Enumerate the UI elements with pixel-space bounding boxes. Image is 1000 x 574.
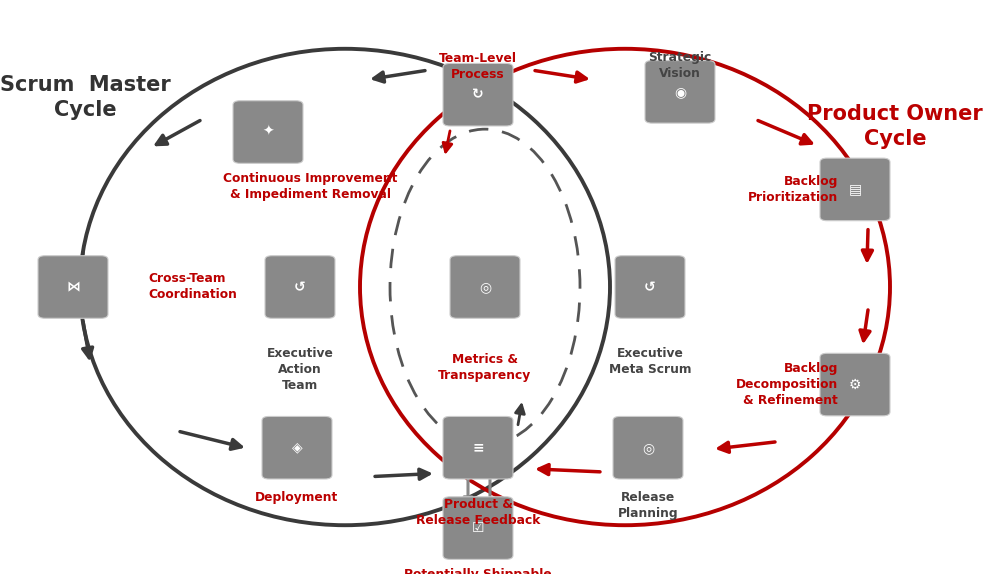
Text: Backlog
Prioritization: Backlog Prioritization (748, 175, 838, 204)
Text: ↺: ↺ (294, 280, 306, 294)
FancyBboxPatch shape (443, 64, 513, 126)
Text: Deployment: Deployment (255, 491, 339, 504)
Text: Product Owner
Cycle: Product Owner Cycle (807, 104, 983, 149)
Text: Continuous Improvement
& Impediment Removal: Continuous Improvement & Impediment Remo… (223, 172, 397, 201)
Text: ≡: ≡ (472, 441, 484, 455)
Text: Team-Level
Process: Team-Level Process (439, 52, 517, 81)
FancyBboxPatch shape (233, 101, 303, 163)
Text: ☑: ☑ (472, 521, 484, 535)
FancyBboxPatch shape (443, 497, 513, 559)
Text: ◎: ◎ (479, 280, 491, 294)
FancyBboxPatch shape (265, 256, 335, 318)
Text: Scrum  Master
Cycle: Scrum Master Cycle (0, 75, 170, 120)
FancyBboxPatch shape (38, 256, 108, 318)
Text: ◉: ◉ (674, 85, 686, 99)
FancyBboxPatch shape (613, 417, 683, 479)
Text: ◎: ◎ (642, 441, 654, 455)
Text: ▤: ▤ (848, 183, 862, 196)
Text: ⚙: ⚙ (849, 378, 861, 391)
FancyBboxPatch shape (820, 158, 890, 220)
Text: Backlog
Decomposition
& Refinement: Backlog Decomposition & Refinement (736, 362, 838, 407)
Text: Metrics &
Transparency: Metrics & Transparency (438, 353, 532, 382)
Text: Product &
Release Feedback: Product & Release Feedback (416, 498, 540, 527)
Text: ◈: ◈ (292, 441, 302, 455)
Text: ⋈: ⋈ (66, 280, 80, 294)
Text: ↻: ↻ (472, 88, 484, 102)
Text: Cross-Team
Coordination: Cross-Team Coordination (148, 273, 237, 301)
Text: Release
Planning: Release Planning (618, 491, 678, 520)
Text: Executive
Meta Scrum: Executive Meta Scrum (609, 347, 691, 377)
FancyBboxPatch shape (443, 417, 513, 479)
FancyBboxPatch shape (262, 417, 332, 479)
Text: ✦: ✦ (262, 125, 274, 139)
FancyBboxPatch shape (615, 256, 685, 318)
Text: ↺: ↺ (644, 280, 656, 294)
FancyBboxPatch shape (645, 61, 715, 123)
FancyBboxPatch shape (820, 353, 890, 416)
Text: Executive
Action
Team: Executive Action Team (267, 347, 333, 392)
Text: Strategic
Vision: Strategic Vision (648, 51, 712, 80)
FancyBboxPatch shape (450, 256, 520, 318)
Text: Potentially Shippable
Product Increment: Potentially Shippable Product Increment (404, 568, 552, 574)
